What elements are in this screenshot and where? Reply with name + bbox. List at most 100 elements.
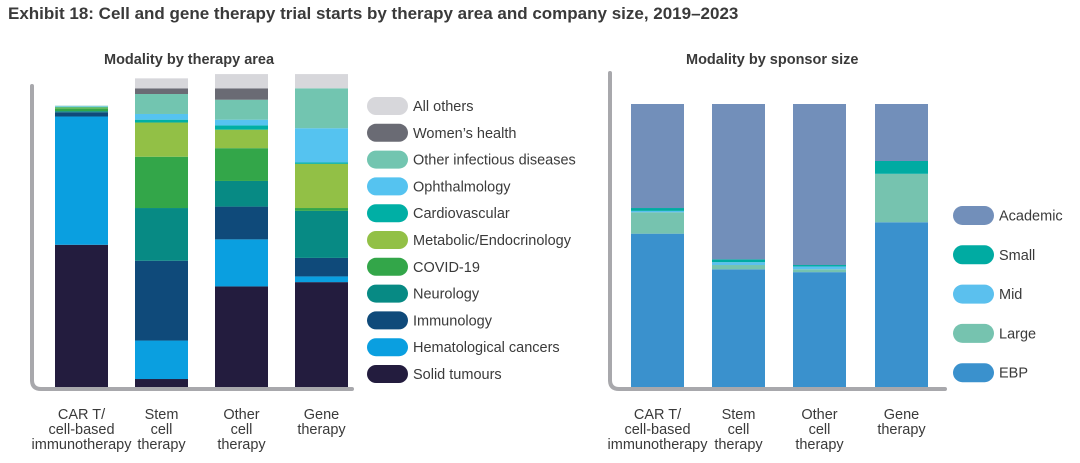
sponsor-bar-0-small (631, 208, 684, 211)
sponsor-bar-0-ebp (631, 233, 684, 389)
therapy-bar-2-women-s-health (215, 88, 268, 100)
sponsor-legend-label-ebp: EBP (999, 366, 1028, 382)
therapy-bar-0-covid-19 (55, 108, 108, 112)
sponsor-legend-swatch-small (953, 245, 994, 265)
therapy-category-label: Stem cell therapy (137, 407, 186, 453)
therapy-legend-swatch-metabolic-endocrinology (367, 231, 408, 249)
therapy-bar-3-metabolic-endocrinology (295, 163, 348, 209)
therapy-bar-3-all-others (295, 74, 348, 89)
therapy-bar-0-hematological-cancers (55, 116, 108, 245)
sponsor-legend-label-large: Large (999, 326, 1036, 342)
sponsor-category-label: Other cell therapy (795, 407, 844, 453)
sponsor-bar-2-ebp (793, 272, 846, 389)
therapy-bar-0-immunology (55, 112, 108, 117)
therapy-bar-3-hematological-cancers (295, 276, 348, 283)
chart-title-sponsor-size: Modality by sponsor size (686, 52, 859, 68)
sponsor-bar-0-large (631, 212, 684, 234)
therapy-legend-swatch-cardiovascular (367, 204, 408, 223)
sponsor-bar-1-ebp (712, 269, 765, 389)
therapy-legend-label-hematological-cancers: Hematological cancers (413, 340, 560, 356)
therapy-bar-2-metabolic-endocrinology (215, 129, 268, 149)
therapy-bar-1-metabolic-endocrinology (135, 122, 188, 157)
sponsor-bar-3-large (875, 173, 928, 223)
therapy-legend-swatch-ophthalmology (367, 177, 408, 196)
therapy-legend-swatch-covid-19 (367, 257, 408, 276)
therapy-bar-0-solid-tumours (55, 244, 108, 389)
therapy-bar-3-solid-tumours (295, 282, 348, 390)
therapy-bar-2-immunology (215, 206, 268, 240)
therapy-bar-3-cardiovascular (295, 162, 348, 164)
therapy-bar-1-neurology (135, 208, 188, 261)
therapy-legend-label-all-others: All others (413, 99, 473, 115)
therapy-bar-2-cardiovascular (215, 125, 268, 130)
therapy-bar-3-neurology (295, 210, 348, 258)
therapy-legend-swatch-neurology (367, 284, 408, 303)
therapy-bar-1-other-infectious-diseases (135, 94, 188, 114)
sponsor-category-label: CAR T/cell-based immunotherapy (608, 407, 709, 453)
therapy-bar-1-women-s-health (135, 88, 188, 95)
therapy-bar-1-all-others (135, 78, 188, 89)
therapy-bar-1-hematological-cancers (135, 340, 188, 380)
therapy-legend-label-metabolic-endocrinology: Metabolic/Endocrinology (413, 233, 572, 249)
therapy-bar-2-neurology (215, 180, 268, 207)
therapy-legend-label-women-s-health: Women’s health (413, 126, 516, 142)
therapy-category-label: Gene therapy (297, 407, 346, 438)
sponsor-bar-2-mid (793, 266, 846, 270)
therapy-bar-0-ophthalmology (55, 106, 108, 107)
sponsor-legend-label-small: Small (999, 248, 1035, 264)
sponsor-bar-2-academic (793, 104, 846, 266)
sponsor-bar-2-large (793, 269, 846, 273)
sponsor-legend-swatch-academic (953, 206, 994, 225)
sponsor-bar-3-ebp (875, 222, 928, 389)
therapy-bar-3-other-infectious-diseases (295, 88, 348, 129)
therapy-bar-1-cardiovascular (135, 119, 188, 123)
sponsor-category-label: Gene therapy (877, 407, 926, 438)
sponsor-legend-label-academic: Academic (999, 209, 1063, 225)
therapy-legend-swatch-women-s-health (367, 123, 408, 142)
therapy-bar-0-other-infectious-diseases (55, 105, 108, 107)
therapy-bar-2-hematological-cancers (215, 239, 268, 287)
therapy-axis (30, 84, 354, 391)
therapy-legend-label-other-infectious-diseases: Other infectious diseases (413, 153, 576, 169)
therapy-bar-0-metabolic-endocrinology (55, 107, 108, 109)
therapy-bar-2-covid-19 (215, 148, 268, 181)
sponsor-bar-3-academic (875, 104, 928, 161)
sponsor-legend-swatch-ebp (953, 363, 994, 383)
chart-title-therapy-area: Modality by therapy area (104, 52, 275, 68)
sponsor-bar-0-mid (631, 210, 684, 213)
sponsor-bar-2-small (793, 265, 846, 267)
therapy-legend-swatch-immunology (367, 311, 408, 330)
sponsor-bar-1-academic (712, 104, 765, 260)
therapy-bar-2-solid-tumours (215, 286, 268, 389)
therapy-bar-3-covid-19 (295, 208, 348, 211)
therapy-legend-label-cardiovascular: Cardiovascular (413, 206, 510, 222)
therapy-bar-0-cardiovascular (55, 106, 108, 108)
sponsor-bar-3-small (875, 161, 928, 174)
sponsor-legend-swatch-mid (953, 284, 994, 304)
sponsor-bar-0-academic (631, 104, 684, 209)
therapy-legend-label-covid-19: COVID-19 (413, 260, 480, 276)
therapy-legend-label-ophthalmology: Ophthalmology (413, 179, 511, 195)
therapy-category-label: CAR T/cell-based immunotherapy (32, 407, 133, 453)
sponsor-bar-1-large (712, 265, 765, 270)
therapy-bar-2-all-others (215, 74, 268, 89)
sponsor-legend-label-mid: Mid (999, 287, 1022, 303)
therapy-legend-label-neurology: Neurology (413, 287, 480, 303)
therapy-bar-3-immunology (295, 257, 348, 277)
therapy-legend-label-solid-tumours: Solid tumours (413, 367, 502, 383)
sponsor-bar-1-mid (712, 262, 765, 266)
therapy-bar-1-covid-19 (135, 156, 188, 209)
sponsor-axis (608, 71, 947, 391)
therapy-bar-3-ophthalmology (295, 128, 348, 163)
exhibit-title: Exhibit 18: Cell and gene therapy trial … (8, 4, 739, 23)
therapy-category-label: Other cell therapy (217, 407, 266, 453)
therapy-legend-label-immunology: Immunology (413, 313, 493, 329)
therapy-bar-1-immunology (135, 260, 188, 341)
therapy-bar-1-ophthalmology (135, 113, 188, 120)
sponsor-legend-swatch-large (953, 323, 994, 343)
therapy-legend-swatch-solid-tumours (367, 365, 408, 383)
therapy-legend-swatch-all-others (367, 97, 408, 115)
therapy-bar-0-neurology (55, 111, 108, 113)
therapy-bar-2-ophthalmology (215, 119, 268, 126)
